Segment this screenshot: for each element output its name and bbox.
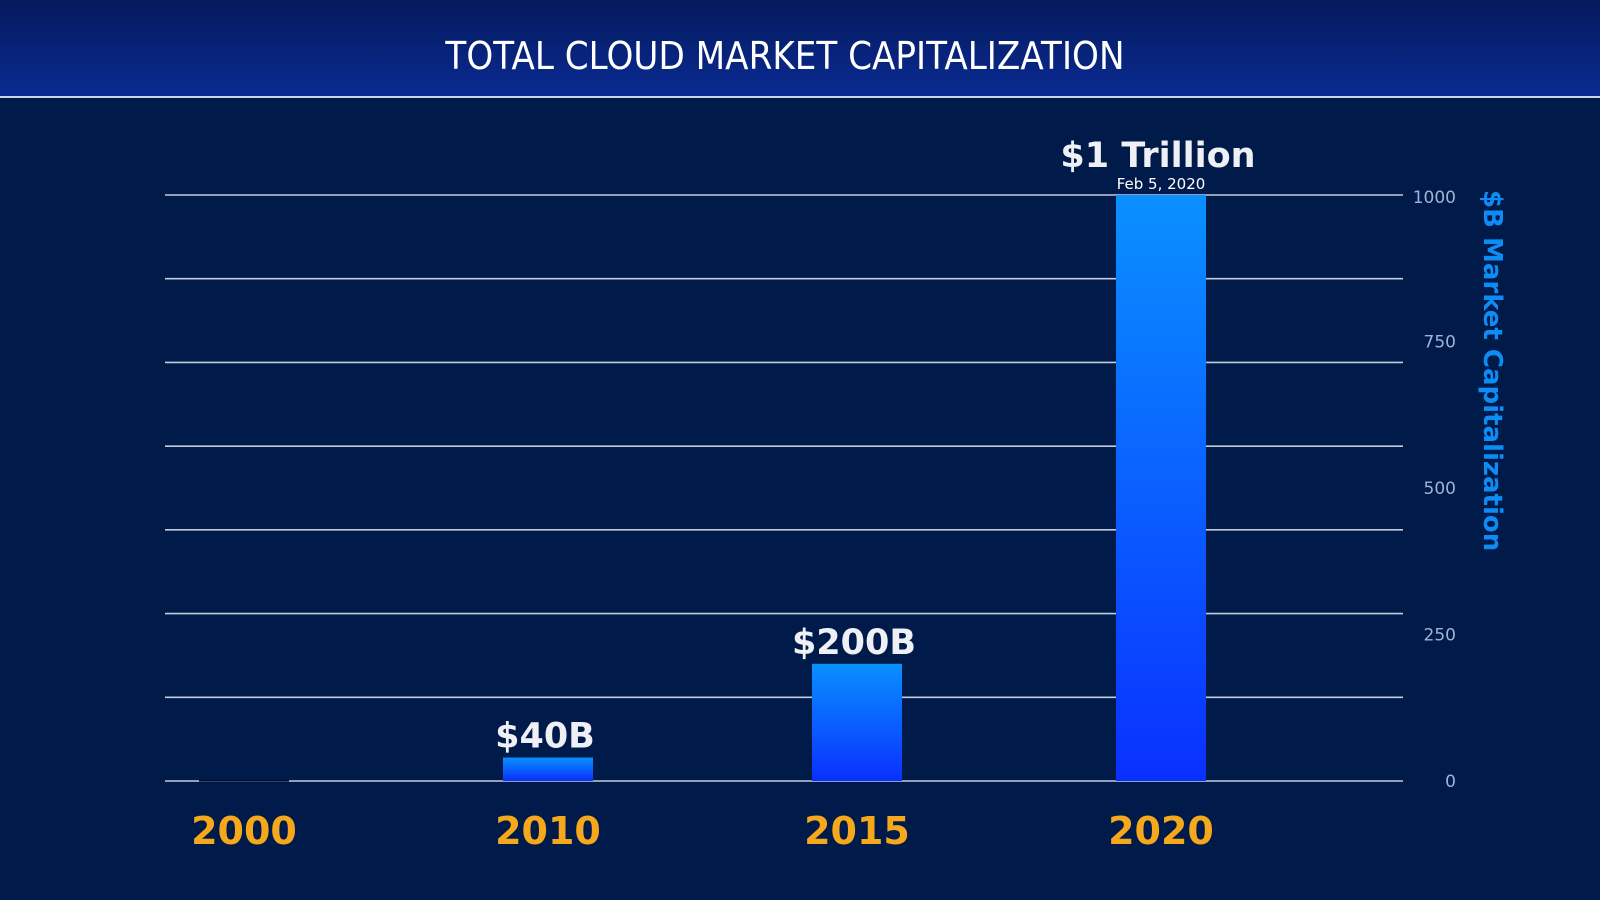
y-tick-label: 500 — [1424, 479, 1456, 499]
x-tick-label: 2000 — [191, 809, 297, 853]
x-tick-label: 2010 — [495, 809, 601, 853]
y-tick-label: 1000 — [1413, 188, 1456, 208]
labels: 0 250 500 750 1000 2000 2010 $40B 2015 $200B 2020 $… — [191, 136, 1456, 853]
title-banner — [0, 0, 1600, 96]
y-tick-label: 750 — [1424, 333, 1456, 353]
data-label: $40B — [495, 717, 595, 757]
x-tick-label: 2015 — [804, 809, 910, 853]
date-annotation: Feb 5, 2020 — [1117, 175, 1206, 193]
y-tick-label: 250 — [1424, 626, 1456, 646]
chart-title: TOTAL CLOUD MARKET CAPITALIZATION — [445, 34, 1125, 78]
bar-2020 — [1116, 195, 1206, 781]
y-axis-title: $B Market Capitalization — [1477, 190, 1507, 551]
bars — [199, 195, 1206, 782]
bar-2015 — [812, 663, 902, 781]
title-divider — [0, 96, 1600, 98]
bar-2000 — [199, 779, 289, 782]
x-tick-label: 2020 — [1108, 809, 1214, 853]
data-label: $1 Trillion — [1060, 136, 1255, 176]
data-label: $200B — [792, 623, 916, 663]
bar-2010 — [503, 757, 593, 781]
y-tick-label: 0 — [1445, 772, 1456, 792]
gridlines — [165, 194, 1403, 782]
